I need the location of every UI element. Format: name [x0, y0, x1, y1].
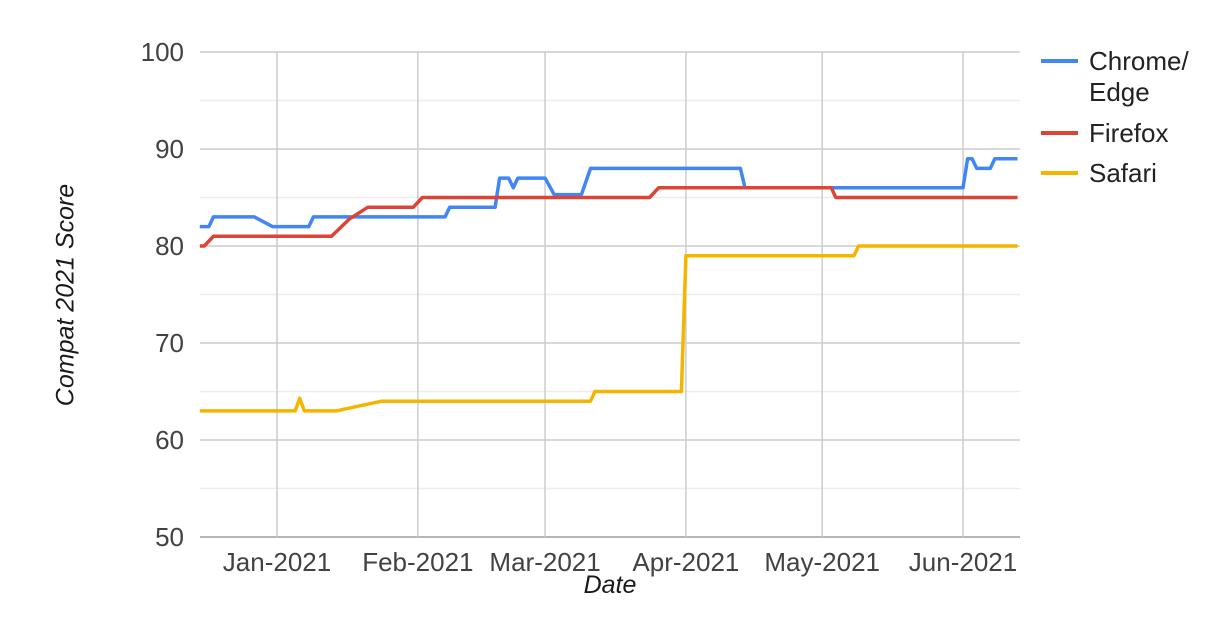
legend-line-swatch — [1041, 59, 1078, 63]
x-tick-label: Jun-2021 — [908, 547, 1018, 577]
y-tick-label: 70 — [155, 328, 184, 358]
y-axis-title: Compat 2021 Score — [51, 183, 80, 407]
legend-label: Firefox — [1089, 118, 1169, 148]
y-tick-label: 80 — [155, 231, 184, 261]
y-tick-label: 60 — [155, 425, 184, 455]
series-line-safari — [199, 244, 1018, 413]
x-tick-label: Apr-2021 — [632, 547, 740, 577]
legend-line-swatch — [1041, 171, 1078, 175]
x-tick-label: Feb-2021 — [362, 547, 474, 577]
x-tick-label: May-2021 — [764, 547, 880, 577]
x-tick-label: Mar-2021 — [489, 547, 601, 577]
series-line-chrome-edge — [199, 156, 1018, 229]
legend-item-firefox: Firefox — [1041, 118, 1193, 149]
legend-line-swatch — [1041, 131, 1078, 135]
legend-item-chrome-edge: Chrome/Edge — [1041, 46, 1193, 108]
x-axis-title: Date — [583, 571, 637, 599]
series-line-firefox — [199, 186, 1018, 248]
legend-label: Chrome/Edge — [1089, 46, 1189, 107]
legend-label: Safari — [1089, 158, 1157, 188]
x-tick-label: Jan-2021 — [222, 547, 332, 577]
y-tick-label: 50 — [155, 522, 184, 552]
legend-item-safari: Safari — [1041, 158, 1193, 189]
y-tick-label: 90 — [155, 134, 184, 164]
y-tick-label: 100 — [140, 37, 184, 67]
